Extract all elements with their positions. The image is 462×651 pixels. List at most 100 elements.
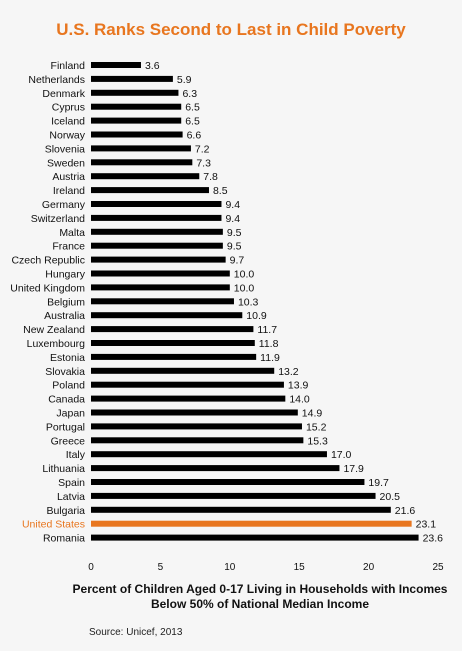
- bar: [91, 326, 254, 333]
- value-label: 9.4: [225, 199, 240, 211]
- value-label: 10.9: [246, 310, 267, 322]
- category-label: Germany: [42, 199, 86, 211]
- bar-highlight: [91, 520, 412, 527]
- bar: [91, 270, 230, 277]
- category-label: Iceland: [51, 116, 85, 128]
- bar: [91, 284, 230, 291]
- category-label: Greece: [51, 435, 86, 447]
- category-label: Canada: [48, 394, 85, 406]
- category-label: United Kingdom: [10, 282, 85, 294]
- value-label: 7.8: [203, 171, 218, 183]
- x-axis-ticks: 0 5 10 15 20 25: [88, 562, 444, 573]
- bar: [91, 465, 340, 472]
- category-label: Malta: [59, 227, 85, 239]
- x-tick-label: 0: [88, 562, 94, 573]
- category-label: Ireland: [53, 185, 85, 197]
- bar: [91, 131, 183, 138]
- bar: [91, 534, 419, 541]
- value-label: 15.3: [307, 435, 328, 447]
- bar: [91, 228, 223, 235]
- category-label: Spain: [58, 477, 85, 489]
- value-label: 6.6: [187, 130, 202, 142]
- value-label: 15.2: [306, 421, 327, 433]
- x-tick-label: 5: [158, 562, 164, 573]
- value-label: 10.0: [234, 269, 255, 281]
- value-label: 23.1: [416, 519, 437, 531]
- chart-title: U.S. Ranks Second to Last in Child Pover…: [56, 20, 406, 39]
- category-label: Poland: [52, 380, 85, 392]
- value-label: 13.9: [288, 380, 309, 392]
- category-label: Portugal: [46, 421, 85, 433]
- bar: [91, 62, 141, 68]
- value-label: 11.7: [257, 324, 277, 336]
- bar: [91, 340, 255, 346]
- value-label: 3.6: [145, 60, 160, 72]
- bar: [91, 367, 275, 374]
- category-label: Romania: [43, 533, 85, 545]
- value-label: 7.3: [196, 157, 211, 169]
- category-label: Cyprus: [52, 102, 85, 114]
- bar: [91, 117, 182, 124]
- category-label: United States: [22, 519, 85, 531]
- category-label: Belgium: [47, 296, 85, 308]
- category-label: Norway: [49, 130, 85, 142]
- bar: [91, 187, 209, 194]
- value-label: 9.4: [225, 213, 240, 225]
- x-tick-label: 10: [224, 562, 236, 573]
- source-note: Source: Unicef, 2013: [89, 627, 183, 638]
- category-label: Netherlands: [28, 74, 85, 86]
- value-label: 9.5: [227, 241, 242, 253]
- bar: [91, 423, 302, 430]
- bar: [91, 159, 193, 166]
- value-label: 20.5: [380, 491, 401, 503]
- category-label: Lithuania: [42, 463, 85, 475]
- bar: [91, 381, 284, 388]
- value-label: 7.2: [195, 143, 210, 155]
- bar: [91, 492, 376, 499]
- x-tick-label: 20: [363, 562, 375, 573]
- category-label: Switzerland: [31, 213, 85, 225]
- category-label: New Zealand: [23, 324, 85, 336]
- bar: [91, 451, 327, 458]
- category-label: Slovenia: [45, 143, 85, 155]
- bar: [91, 298, 234, 305]
- value-label: 14.9: [302, 408, 323, 420]
- value-label: 9.7: [230, 255, 245, 267]
- value-label: 17.9: [343, 463, 364, 475]
- bar: [91, 256, 226, 263]
- category-label: Italy: [66, 449, 86, 461]
- labels-layer: Finland 3.6 Netherlands 5.9 Denmark 6.3 Cyprus…: [10, 60, 443, 545]
- x-axis-label: Percent of Children Aged 0-17 Living in …: [72, 582, 448, 611]
- bar: [91, 437, 304, 444]
- bar: [91, 145, 191, 152]
- category-label: Latvia: [57, 491, 85, 503]
- bar: [91, 89, 179, 96]
- value-label: 11.8: [259, 338, 279, 350]
- value-label: 11.9: [260, 352, 280, 364]
- category-label: Luxembourg: [27, 338, 86, 350]
- category-label: Austria: [52, 171, 85, 183]
- bar: [91, 409, 298, 416]
- bar: [91, 214, 222, 221]
- bar: [91, 506, 391, 513]
- value-label: 6.5: [185, 102, 200, 114]
- value-label: 14.0: [289, 394, 310, 406]
- category-label: France: [52, 241, 85, 253]
- bar: [91, 242, 223, 249]
- value-label: 8.5: [213, 185, 228, 197]
- value-label: 21.6: [395, 505, 416, 517]
- category-label: Denmark: [42, 88, 85, 100]
- bar: [91, 353, 257, 360]
- value-label: 10.0: [234, 282, 255, 294]
- value-label: 9.5: [227, 227, 242, 239]
- x-tick-label: 25: [432, 562, 444, 573]
- value-label: 13.2: [278, 366, 299, 378]
- category-label: Slovakia: [45, 366, 85, 378]
- bar: [91, 75, 173, 82]
- value-label: 19.7: [368, 477, 389, 489]
- bar: [91, 395, 286, 402]
- value-label: 10.3: [238, 296, 259, 308]
- bar: [91, 312, 243, 319]
- value-label: 6.3: [182, 88, 197, 100]
- category-label: Australia: [44, 310, 85, 322]
